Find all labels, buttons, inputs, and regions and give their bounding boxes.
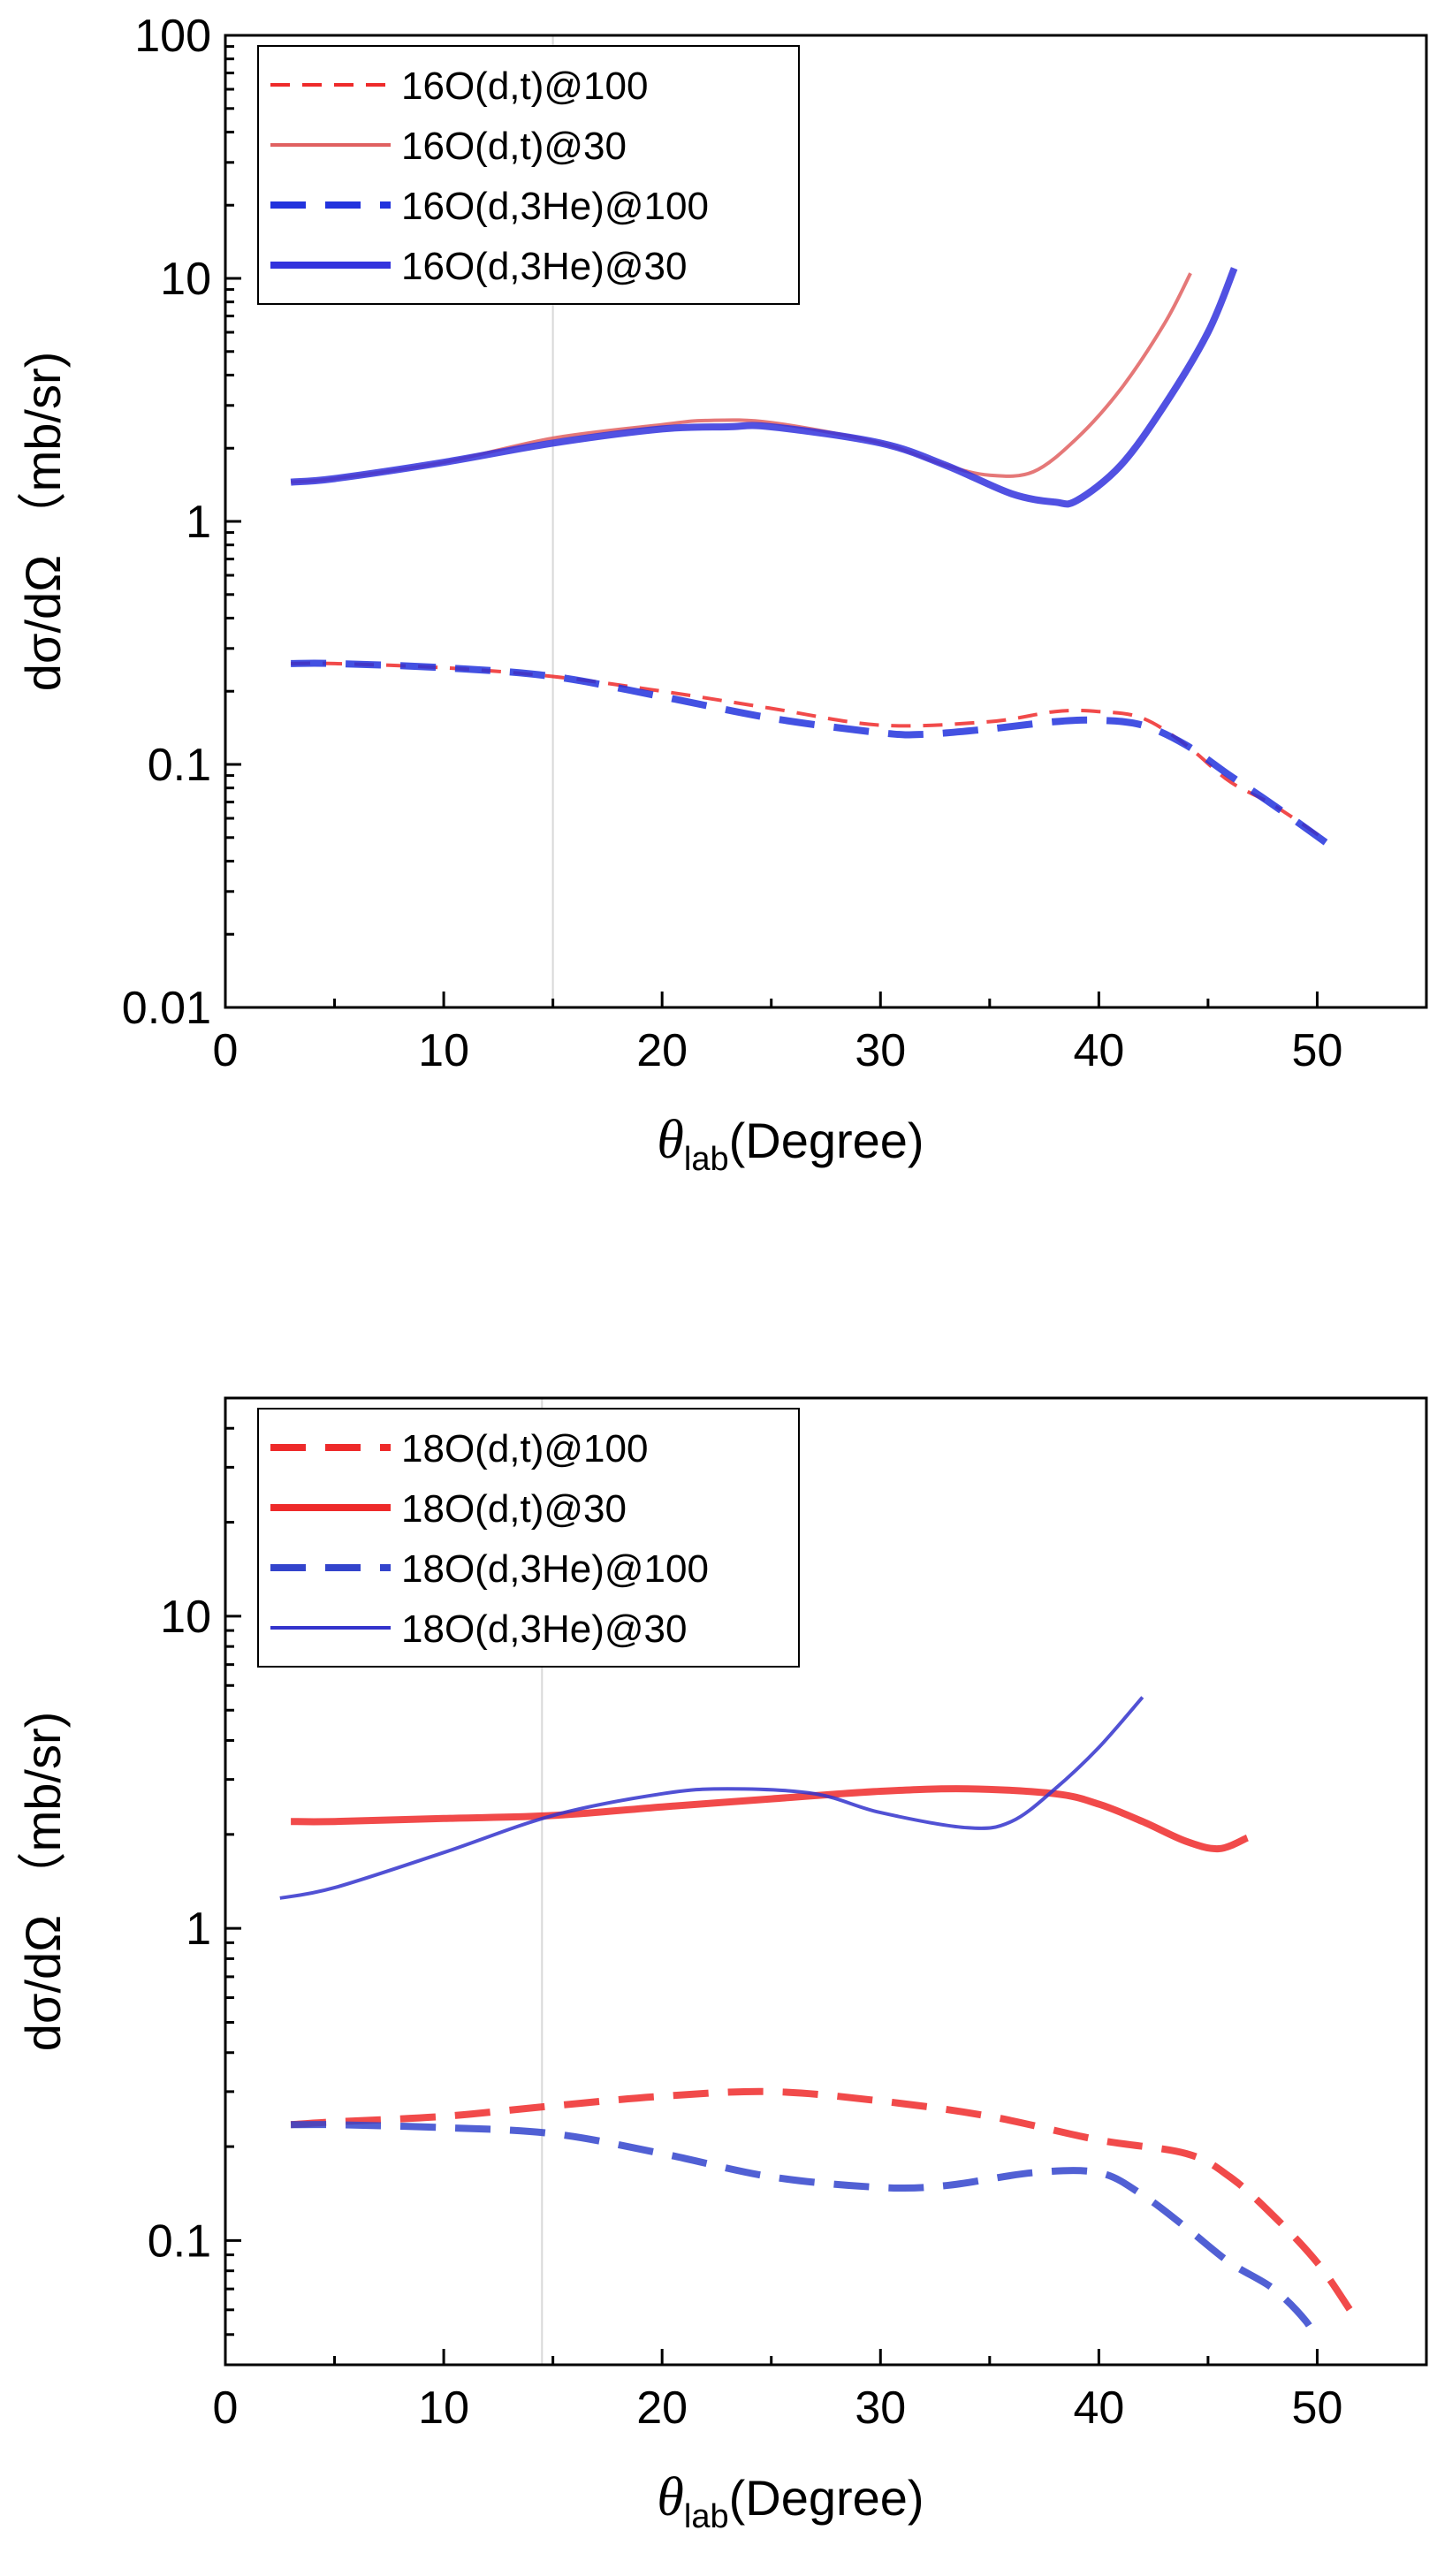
x-tick-label: 0 [213, 1025, 239, 1076]
x-tick-label: 50 [1292, 1025, 1343, 1076]
chart-panel-2: 0 10 20 30 40 50 0.1 1 10 18O(d,t)@100 18O(d,t)@30… [15, 1396, 1428, 2535]
y-tick-label: 100 [134, 11, 211, 62]
x-axis-rest: (Degree) [729, 1113, 924, 1168]
series-group [290, 267, 1331, 847]
legend-box [257, 45, 800, 305]
x-tick-label: 0 [213, 2382, 239, 2434]
series-line-2 [291, 1785, 1250, 1853]
x-tick-label: 30 [855, 2382, 906, 2434]
legend-box [257, 1408, 800, 1668]
legend-label: 18O(d,t)@100 [401, 1427, 648, 1470]
series-line-3 [291, 2121, 1321, 2345]
legend: 16O(d,t)@100 16O(d,t)@30 16O(d,3He)@100 16O… [257, 45, 800, 305]
y-axis-title: dσ/dΩ （mb/sr) [15, 352, 71, 691]
x-axis-rest: (Degree) [729, 2470, 924, 2526]
y-tick-label: 0.1 [148, 740, 211, 791]
legend-label: 16O(d,3He)@100 [401, 185, 709, 228]
legend-label: 18O(d,t)@30 [401, 1487, 627, 1531]
y-tick-label: 1 [186, 497, 211, 548]
series-line-3 [291, 659, 1331, 847]
x-tick-label: 30 [855, 1025, 906, 1076]
legend: 18O(d,t)@100 18O(d,t)@30 18O(d,3He)@100 18O… [257, 1408, 800, 1668]
x-axis-symbol: θ [657, 2467, 683, 2527]
chart-panel-1: 0 10 20 30 40 500.010.111010016O(d,t)@10016O(… [15, 11, 1428, 1178]
y-tick-label: 1 [186, 1904, 211, 1955]
x-tick-label: 50 [1292, 2382, 1343, 2434]
series-line-1 [291, 661, 1329, 844]
x-tick-label: 40 [1073, 2382, 1124, 2434]
series-line-4 [290, 267, 1238, 508]
x-tick-label: 20 [636, 1025, 688, 1076]
y-tick-label: 10 [160, 1592, 211, 1643]
x-axis-title: θlab(Degree) [657, 1110, 924, 1178]
x-axis-subscript: lab [684, 2498, 729, 2535]
y-tick-label: 0.01 [122, 983, 211, 1034]
plot-frame [224, 1396, 1428, 2367]
x-axis-title: θlab(Degree) [657, 2467, 924, 2535]
x-tick-label: 10 [418, 1025, 469, 1076]
x-axis-subscript: lab [684, 1141, 729, 1178]
legend-label: 16O(d,3He)@30 [401, 245, 688, 288]
y-tick-label: 10 [160, 254, 211, 305]
series-group [279, 1696, 1353, 2345]
y-tick-label: 0.1 [148, 2215, 211, 2267]
x-axis-symbol: θ [657, 1110, 683, 1170]
y-axis-title: dσ/dΩ （mb/sr) [15, 1712, 71, 2051]
legend-label: 16O(d,t)@100 [401, 65, 648, 108]
series-line-4 [279, 1696, 1144, 1900]
legend-label: 16O(d,t)@30 [401, 125, 627, 168]
legend-label: 18O(d,3He)@100 [401, 1547, 709, 1591]
x-tick-label: 40 [1073, 1025, 1124, 1076]
series-line-1 [290, 2087, 1353, 2313]
x-tick-label: 10 [418, 2382, 469, 2434]
legend-label: 18O(d,3He)@30 [401, 1607, 688, 1651]
x-tick-label: 20 [636, 2382, 688, 2434]
